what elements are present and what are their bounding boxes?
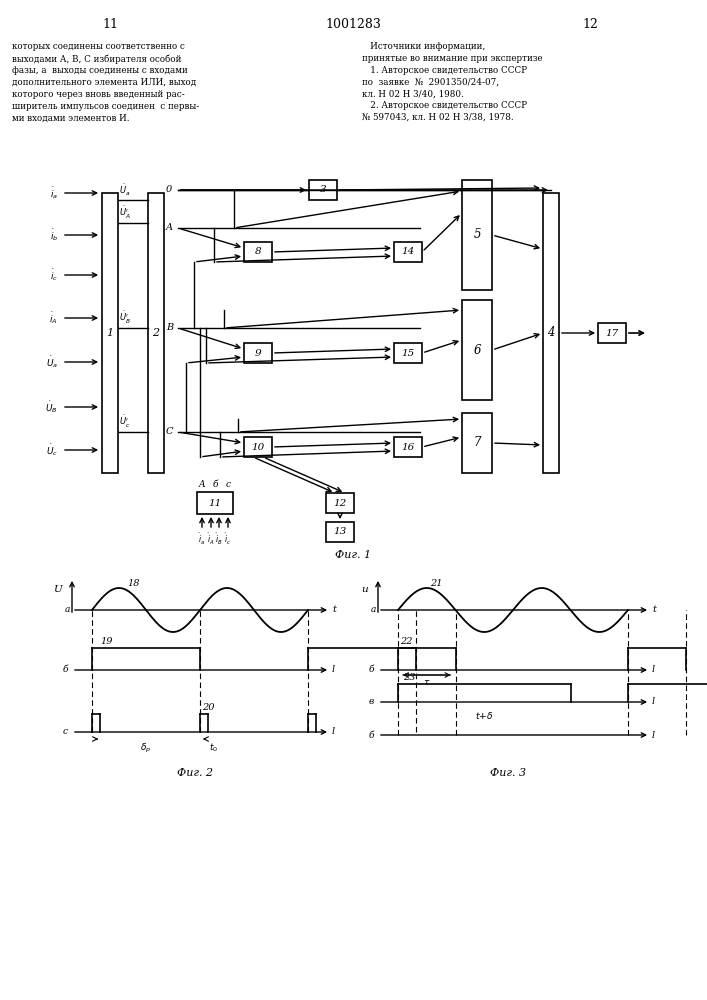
Text: 22: 22 [400, 637, 412, 646]
Text: 20: 20 [202, 703, 214, 712]
Text: 2: 2 [153, 328, 160, 338]
Text: 17: 17 [605, 328, 619, 338]
Text: которых соединены соответственно с
выходами А, В, С избирателя особой
фазы, а  в: которых соединены соответственно с выход… [12, 42, 199, 122]
Text: c: c [63, 728, 68, 736]
Bar [244, 437, 272, 457]
Text: u: u [361, 585, 368, 594]
Text: 8: 8 [255, 247, 262, 256]
Bar [462, 413, 492, 473]
Text: 0: 0 [166, 186, 173, 194]
Text: $\dot{i}_A$: $\dot{i}_A$ [49, 310, 58, 326]
Text: 21: 21 [430, 579, 443, 588]
Text: l: l [652, 666, 655, 674]
Text: б: б [368, 730, 374, 740]
Text: $\tau$: $\tau$ [423, 678, 431, 687]
Text: 16: 16 [402, 442, 414, 452]
Bar [102, 193, 118, 473]
Text: B: B [166, 324, 173, 332]
Text: A: A [199, 480, 205, 489]
Text: $\dot{i}_a$: $\dot{i}_a$ [50, 185, 58, 201]
Text: c: c [226, 480, 230, 489]
Text: б: б [368, 666, 374, 674]
Text: U: U [53, 585, 62, 594]
Text: 19: 19 [100, 637, 112, 646]
Text: 18: 18 [127, 579, 139, 588]
Text: l: l [332, 666, 335, 674]
Text: $\dot{i}_b$: $\dot{i}_b$ [49, 227, 58, 243]
Text: 1: 1 [107, 328, 114, 338]
Bar [394, 437, 422, 457]
Bar [326, 522, 354, 542]
Bar [598, 323, 626, 343]
Bar [148, 193, 164, 473]
Text: $\delta_p$: $\delta_p$ [141, 742, 151, 755]
Text: 6: 6 [473, 344, 481, 357]
Text: $\dot{i}_c$: $\dot{i}_c$ [50, 267, 58, 283]
Text: 4: 4 [547, 326, 555, 340]
Text: $\dot{U}_c'$: $\dot{U}_c'$ [119, 414, 130, 430]
Bar [309, 180, 337, 200]
Text: $\dot{U}_a$: $\dot{U}_a$ [119, 183, 130, 198]
Text: a: a [64, 605, 70, 614]
Text: C: C [166, 428, 173, 436]
Text: 12: 12 [334, 498, 346, 508]
Bar [543, 193, 559, 473]
Text: б: б [212, 480, 218, 489]
Text: 11: 11 [102, 18, 118, 31]
Text: t: t [332, 605, 336, 614]
Text: 3: 3 [320, 186, 327, 194]
Text: 15: 15 [402, 349, 414, 358]
Bar [326, 493, 354, 513]
Text: $\dot{U}_B'$: $\dot{U}_B'$ [119, 310, 131, 326]
Text: 23: 23 [403, 673, 416, 682]
Text: l: l [332, 728, 335, 736]
Text: 14: 14 [402, 247, 414, 256]
Text: 13: 13 [334, 528, 346, 536]
Text: t: t [652, 605, 656, 614]
Text: $\dot{i}_c$: $\dot{i}_c$ [224, 532, 231, 547]
Text: в: в [369, 698, 374, 706]
Text: 12: 12 [582, 18, 598, 31]
Bar [462, 180, 492, 290]
Bar [197, 492, 233, 514]
Text: $t{+}\delta$: $t{+}\delta$ [475, 710, 493, 721]
Text: A: A [166, 224, 173, 232]
Text: a: a [370, 605, 376, 614]
Text: 5: 5 [473, 229, 481, 241]
Text: 7: 7 [473, 436, 481, 450]
Text: 10: 10 [252, 442, 264, 452]
Bar [244, 242, 272, 262]
Text: $\dot{U}_A'$: $\dot{U}_A'$ [119, 205, 131, 221]
Text: Фиг. 3: Фиг. 3 [490, 768, 526, 778]
Text: l: l [652, 730, 655, 740]
Text: б: б [62, 666, 68, 674]
Text: $\dot{i}_a$: $\dot{i}_a$ [199, 532, 206, 547]
Text: 1001283: 1001283 [325, 18, 381, 31]
Text: Фиг. 1: Фиг. 1 [335, 550, 371, 560]
Text: l: l [652, 698, 655, 706]
Text: $t_0$: $t_0$ [209, 742, 218, 754]
Bar [394, 242, 422, 262]
Text: 11: 11 [209, 498, 221, 508]
Text: $\dot{i}_B$: $\dot{i}_B$ [215, 532, 223, 547]
Text: Источники информации,
принятые во внимание при экспертизе
   1. Авторское свидет: Источники информации, принятые во вниман… [362, 42, 543, 122]
Bar [462, 300, 492, 400]
Text: $\dot{U}_a$: $\dot{U}_a$ [46, 354, 58, 370]
Text: $\dot{U}_c$: $\dot{U}_c$ [46, 442, 58, 458]
Bar [394, 343, 422, 363]
Text: $\dot{i}_A$: $\dot{i}_A$ [207, 532, 215, 547]
Text: Фиг. 2: Фиг. 2 [177, 768, 213, 778]
Text: $\dot{U}_B$: $\dot{U}_B$ [45, 399, 58, 415]
Bar [244, 343, 272, 363]
Text: 9: 9 [255, 349, 262, 358]
